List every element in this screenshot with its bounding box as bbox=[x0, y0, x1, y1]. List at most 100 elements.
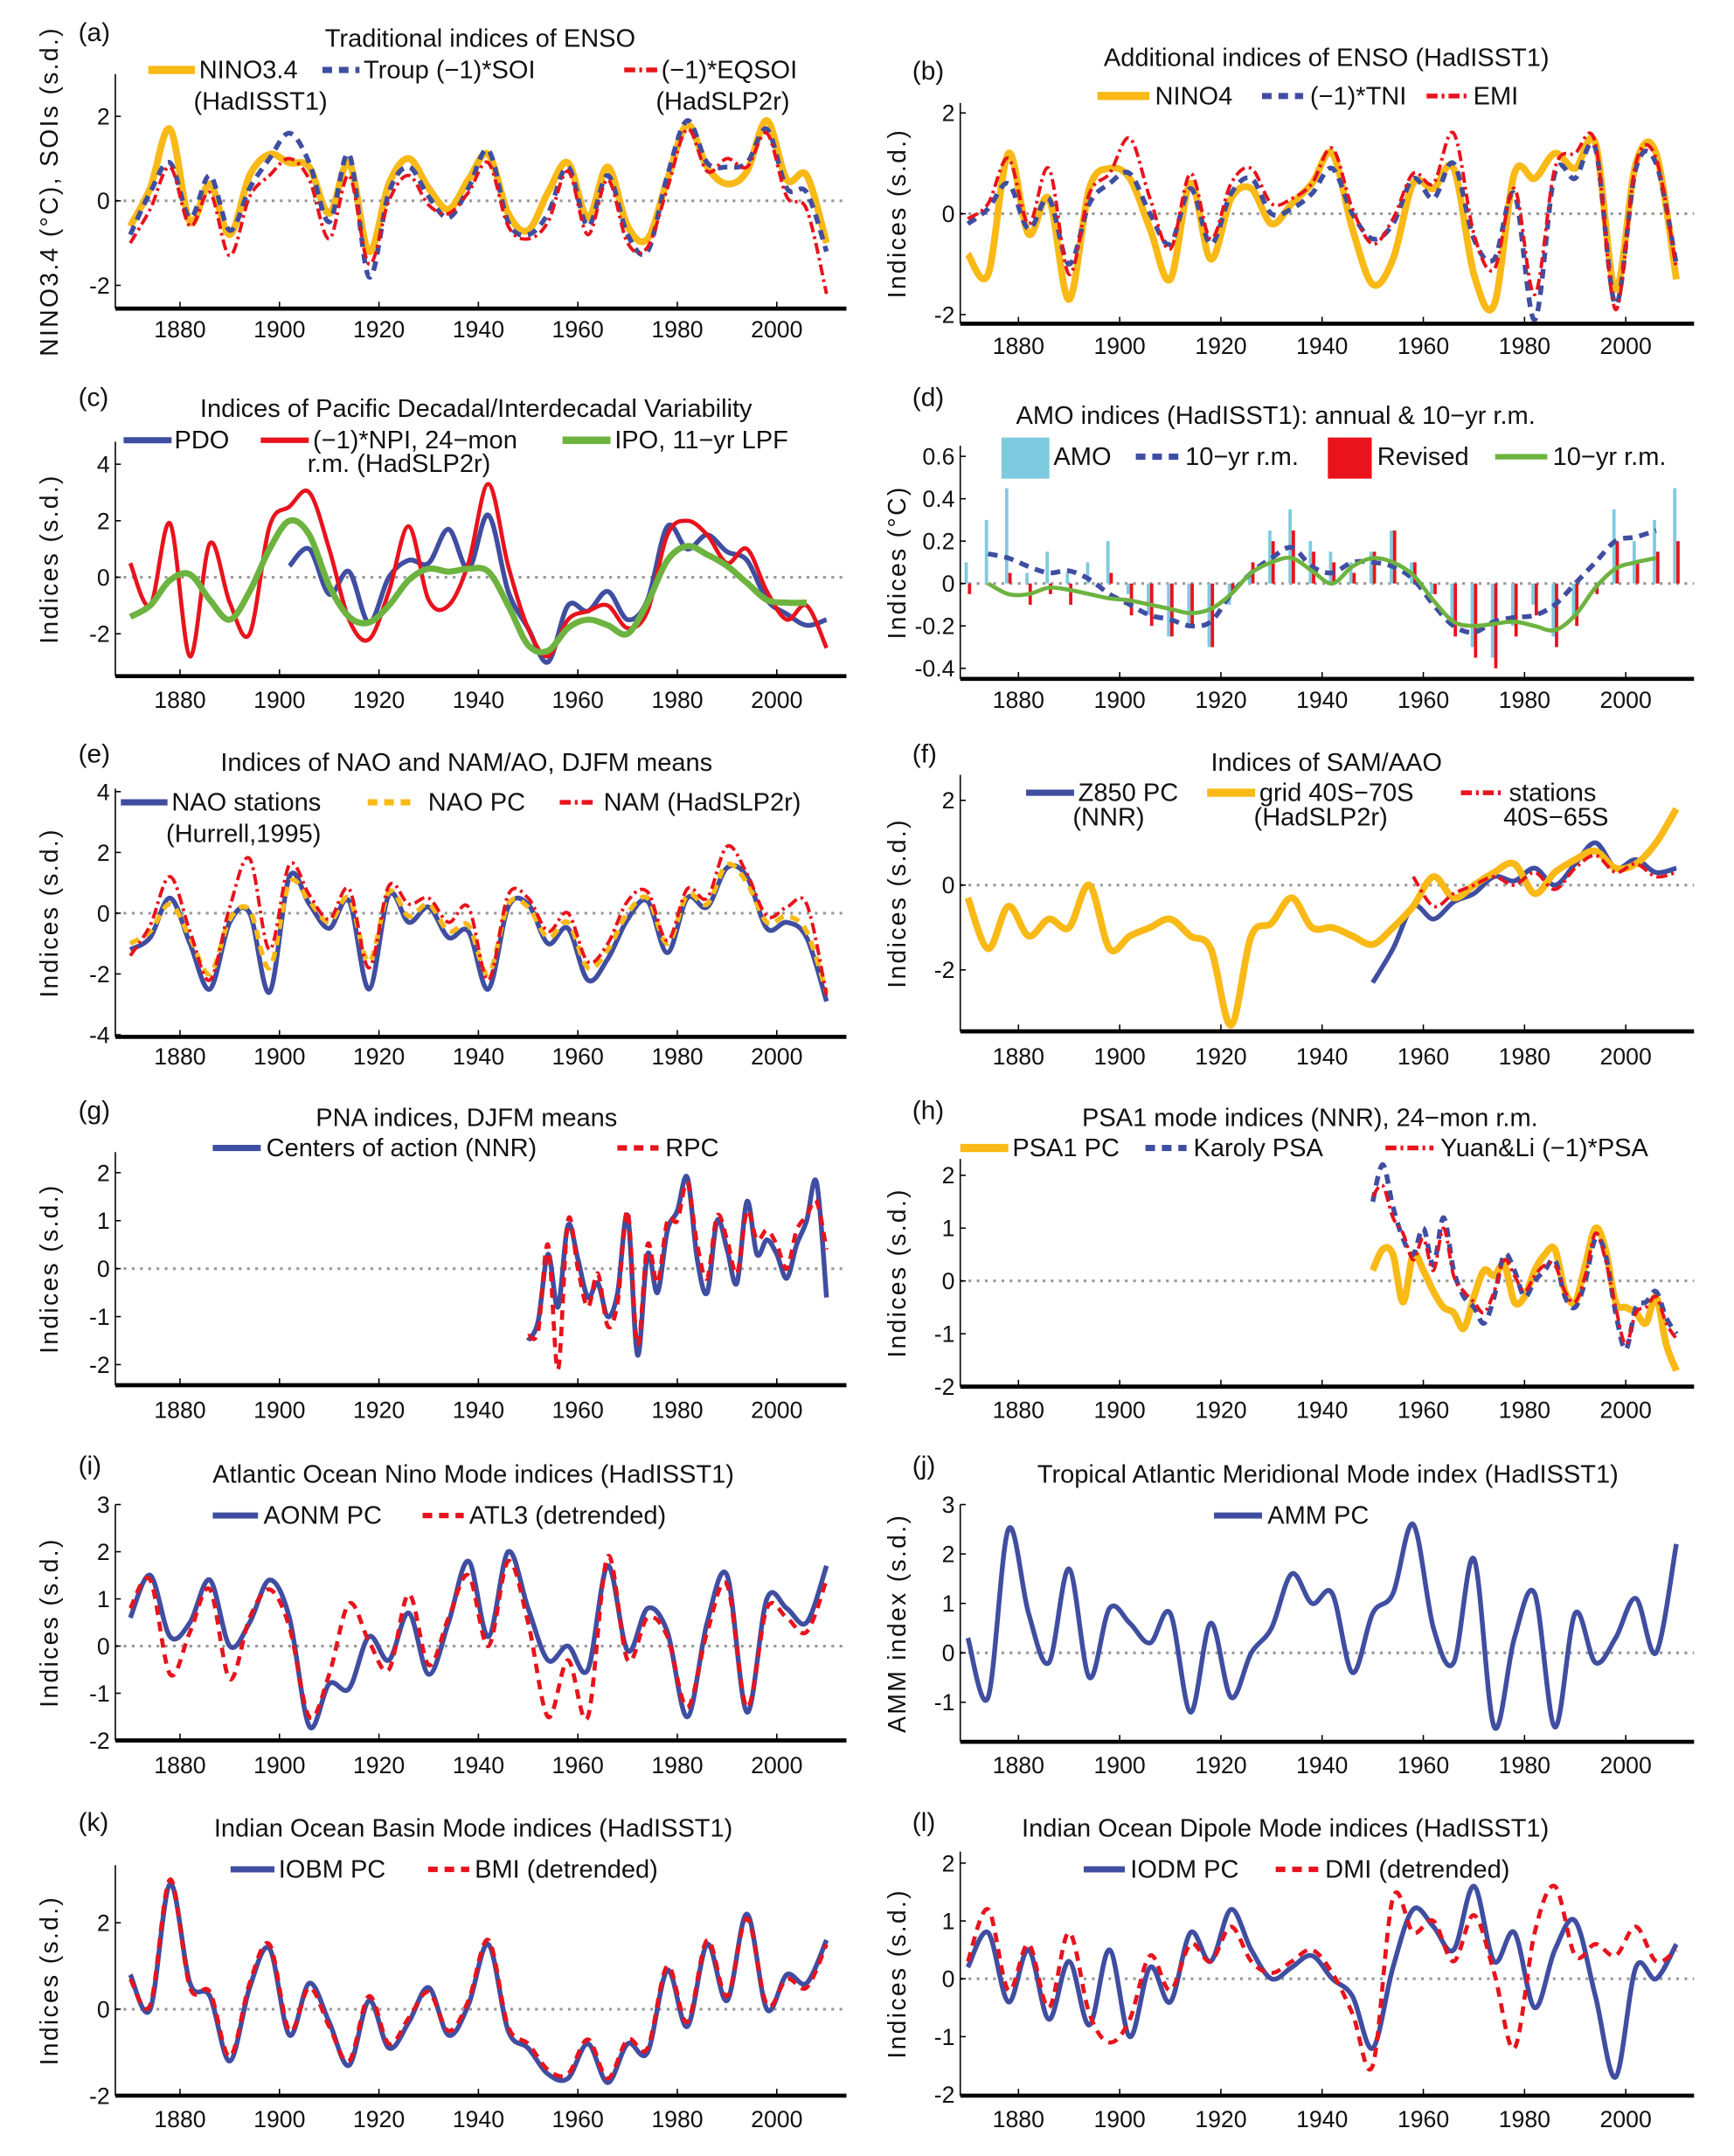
legend-label: AMO bbox=[1053, 443, 1111, 471]
y-tick-label: -2 bbox=[89, 1728, 110, 1754]
x-tick-label: 1920 bbox=[1195, 687, 1246, 713]
legend-label: Yuan&Li (−1)*PSA bbox=[1440, 1134, 1649, 1162]
x-tick-label: 1940 bbox=[1296, 333, 1348, 359]
y-axis-label: Indices (s.d.) bbox=[35, 1183, 63, 1354]
bar-revised bbox=[1514, 583, 1518, 637]
series-line-1 bbox=[988, 528, 1657, 635]
x-tick-label: 1980 bbox=[651, 687, 703, 713]
y-tick-label: 0 bbox=[97, 188, 110, 214]
bar-amo bbox=[1004, 488, 1009, 584]
y-tick-label: 0 bbox=[97, 1996, 110, 2022]
bar-amo bbox=[1510, 583, 1515, 627]
bar-amo bbox=[1328, 551, 1333, 584]
panel-h: (h) PSA1 mode indices (NNR), 24−mon r.m. I… bbox=[883, 1097, 1695, 1424]
y-tick-label: 0 bbox=[942, 1640, 955, 1667]
y-tick-label: 2 bbox=[97, 104, 110, 130]
y-tick-label: 0.2 bbox=[922, 529, 954, 555]
x-tick-label: 1940 bbox=[453, 1397, 504, 1424]
legend-label: (−1)*TNI bbox=[1310, 82, 1406, 110]
x-tick-label: 1960 bbox=[552, 687, 604, 713]
x-tick-label: 1880 bbox=[993, 333, 1044, 359]
series-line-0 bbox=[965, 134, 1680, 314]
series-line-0 bbox=[1370, 1224, 1680, 1372]
bar-revised bbox=[1474, 583, 1478, 658]
x-tick-label: 1900 bbox=[1093, 687, 1145, 713]
x-tick-label: 1940 bbox=[453, 687, 504, 713]
x-tick-label: 1900 bbox=[1093, 333, 1145, 359]
bar-amo bbox=[1308, 541, 1313, 584]
bar-revised bbox=[1392, 530, 1397, 584]
x-tick-label: 1880 bbox=[154, 1752, 205, 1778]
bar-amo bbox=[1025, 572, 1029, 584]
y-tick-label: -2 bbox=[89, 961, 110, 988]
x-tick-label: 2000 bbox=[1599, 333, 1651, 359]
chart-title: Atlantic Ocean Nino Mode indices (HadISS… bbox=[212, 1460, 734, 1488]
x-tick-label: 1980 bbox=[651, 1752, 703, 1778]
bar-revised bbox=[1433, 583, 1437, 594]
y-tick-label: 4 bbox=[97, 779, 110, 805]
legend-label: Troup (−1)*SOI bbox=[364, 56, 535, 84]
y-tick-label: 1 bbox=[942, 1591, 955, 1617]
y-tick-label: -1 bbox=[934, 1689, 955, 1716]
legend-swatch bbox=[1001, 437, 1050, 479]
y-tick-label: 0 bbox=[942, 571, 955, 597]
bar-amo bbox=[1187, 583, 1191, 627]
bar-amo bbox=[1207, 583, 1211, 648]
bar-amo bbox=[1450, 583, 1454, 627]
bar-amo bbox=[1571, 583, 1576, 616]
x-tick-label: 1960 bbox=[1398, 2106, 1449, 2132]
bar-revised bbox=[1412, 562, 1417, 584]
bar-amo bbox=[1268, 530, 1272, 584]
legend-label: DMI (detrended) bbox=[1325, 1855, 1509, 1883]
chart-title: Indian Ocean Dipole Mode indices (HadISS… bbox=[1022, 1814, 1549, 1842]
x-tick-label: 1880 bbox=[154, 1397, 205, 1424]
bar-amo bbox=[1147, 583, 1150, 616]
series-line-3 bbox=[987, 555, 1657, 633]
x-tick-label: 1960 bbox=[552, 1752, 604, 1778]
series-line-2 bbox=[128, 843, 829, 996]
x-tick-label: 1940 bbox=[1296, 2106, 1348, 2132]
legend-label: IODM PC bbox=[1130, 1855, 1238, 1883]
legend-label-line2: (HadISST1) bbox=[193, 88, 327, 116]
x-tick-label: 1940 bbox=[1296, 687, 1348, 713]
legend-label: 10−yr r.m. bbox=[1553, 443, 1667, 471]
x-tick-label: 1960 bbox=[1398, 1397, 1449, 1424]
series-line-0 bbox=[965, 1883, 1679, 2080]
x-tick-label: 1880 bbox=[993, 1043, 1044, 1070]
panel-d: (d) AMO indices (HadISST1): annual & 10−y… bbox=[883, 384, 1695, 713]
x-tick-label: 1920 bbox=[1195, 1043, 1246, 1070]
legend-label-line2: 40S−65S bbox=[1503, 804, 1608, 832]
bar-amo bbox=[1085, 562, 1090, 584]
panel-j: (j) Tropical Atlantic Meridional Mode ind… bbox=[883, 1452, 1695, 1778]
series-line-1 bbox=[966, 1883, 1678, 2072]
panel-f: (f) Indices of SAM/AAO Indices (s.d.) -2 0 2 1… bbox=[883, 740, 1695, 1070]
legend-label: RPC bbox=[665, 1134, 718, 1162]
series-line-2 bbox=[128, 516, 807, 655]
y-tick-label: 4 bbox=[97, 452, 110, 478]
x-tick-label: 1980 bbox=[651, 2106, 703, 2132]
chart-title: PSA1 mode indices (NNR), 24−mon r.m. bbox=[1082, 1104, 1538, 1132]
legend-label: (−1)*NPI, 24−mon bbox=[313, 426, 517, 454]
y-tick-label: -1 bbox=[89, 1304, 110, 1330]
bar-amo bbox=[1126, 583, 1130, 594]
legend-label-line2: r.m. (HadSLP2r) bbox=[308, 450, 491, 478]
bar-revised bbox=[1372, 551, 1377, 584]
legend-label: NAM (HadSLP2r) bbox=[604, 788, 801, 816]
x-tick-label: 1900 bbox=[1093, 1043, 1145, 1070]
x-tick-label: 1920 bbox=[1195, 2106, 1246, 2132]
x-tick-label: 1900 bbox=[253, 1752, 305, 1778]
y-tick-label: -2 bbox=[934, 1374, 955, 1400]
y-tick-label: 2 bbox=[97, 508, 110, 534]
y-tick-label: 0 bbox=[97, 900, 110, 926]
series-line-1 bbox=[128, 482, 829, 659]
x-tick-label: 1900 bbox=[253, 2106, 305, 2132]
panel-l: (l) Indian Ocean Dipole Mode indices (Had… bbox=[883, 1808, 1695, 2132]
legend-label: stations bbox=[1509, 779, 1596, 807]
y-tick-label: 0 bbox=[97, 1633, 110, 1660]
x-tick-label: 1880 bbox=[154, 687, 205, 713]
panel-label: (f) bbox=[912, 740, 937, 769]
y-tick-label: -4 bbox=[89, 1022, 110, 1048]
y-tick-label: 0 bbox=[942, 872, 955, 898]
chart-title: Tropical Atlantic Meridional Mode index … bbox=[1037, 1460, 1619, 1488]
bar-amo bbox=[1430, 583, 1434, 594]
